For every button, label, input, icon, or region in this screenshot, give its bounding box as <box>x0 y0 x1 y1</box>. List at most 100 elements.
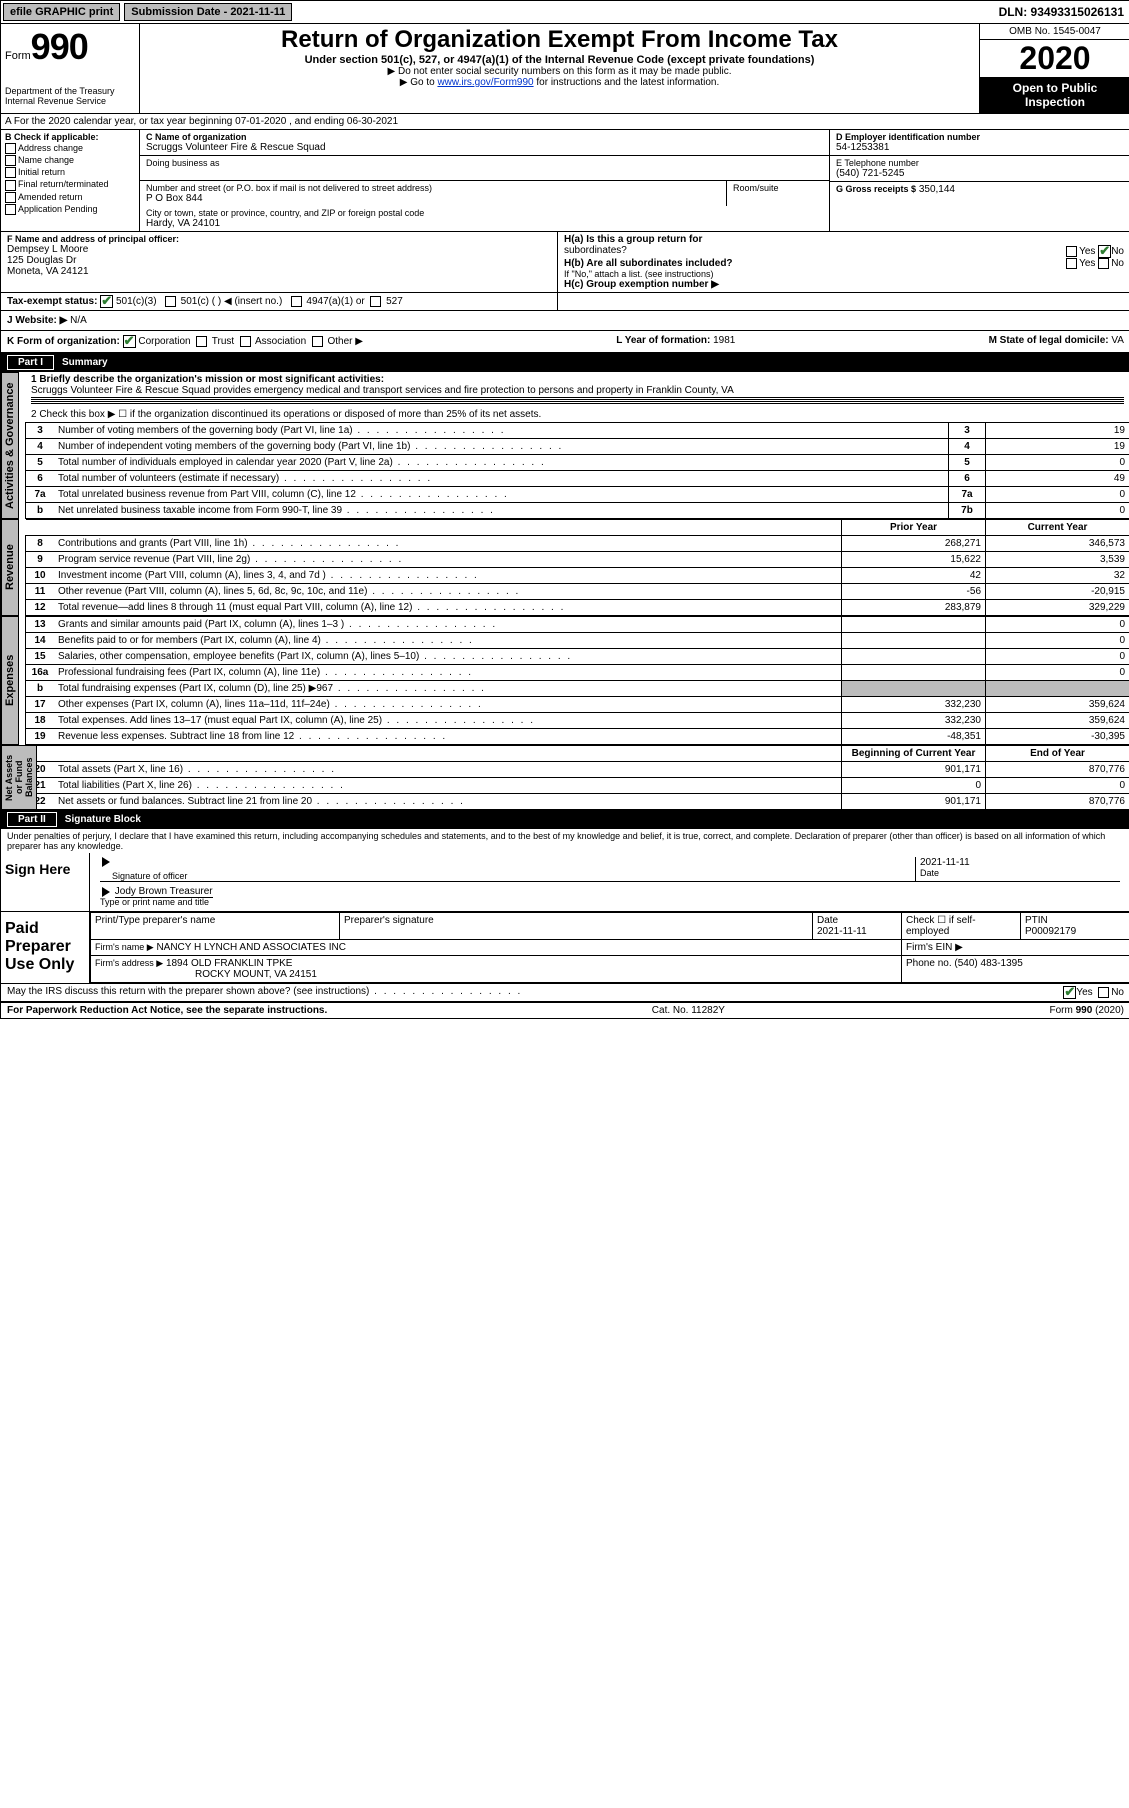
efile-print-button[interactable]: efile GRAPHIC print <box>3 3 120 21</box>
form-page: efile GRAPHIC print Submission Date - 20… <box>0 0 1129 1019</box>
org-city: Hardy, VA 24101 <box>146 218 823 229</box>
line-num: 5 <box>26 455 55 471</box>
governance-table: 3Number of voting members of the governi… <box>25 422 1129 519</box>
ha-no[interactable] <box>1098 245 1111 258</box>
chk-trust[interactable] <box>196 336 207 347</box>
open-to-public: Open to Public Inspection <box>980 77 1129 113</box>
part-1-pill: Part I <box>7 355 54 370</box>
discuss-yes[interactable] <box>1063 986 1076 999</box>
line-box: 3 <box>949 423 986 439</box>
officer-name: Dempsey L Moore <box>7 244 551 255</box>
chk-4947[interactable] <box>291 296 302 307</box>
current-year-val: 32 <box>986 568 1129 584</box>
prior-year-val: 901,171 <box>842 762 986 778</box>
cell-gray <box>842 681 986 697</box>
line-num: 11 <box>26 584 55 600</box>
discuss-no[interactable] <box>1098 987 1109 998</box>
firm-name-label: Firm's name ▶ <box>95 942 154 952</box>
firm-addr1: 1894 OLD FRANKLIN TPKE <box>166 958 293 969</box>
chk-final-return[interactable]: Final return/terminated <box>5 179 135 190</box>
m-value: VA <box>1111 335 1124 346</box>
part-1-name: Summary <box>62 357 108 368</box>
line-desc: Salaries, other compensation, employee b… <box>54 649 842 665</box>
chk-initial-return[interactable]: Initial return <box>5 167 135 178</box>
sig-date: 2021-11-11 <box>920 857 1120 868</box>
ptin-label: PTIN <box>1025 915 1048 926</box>
row-j: J Website: ▶ N/A <box>1 311 1129 331</box>
entity-block: B Check if applicable: Address change Na… <box>1 130 1129 232</box>
addr-label: Number and street (or P.O. box if mail i… <box>146 183 720 193</box>
chk-other[interactable] <box>312 336 323 347</box>
prior-year-val: 283,879 <box>842 600 986 616</box>
chk-527[interactable] <box>370 296 381 307</box>
begin-year-hdr: Beginning of Current Year <box>842 746 986 762</box>
sig-date-label: Date <box>920 868 1120 878</box>
line-val: 0 <box>986 487 1129 503</box>
prior-year-val <box>842 617 986 633</box>
net-assets-table: Beginning of Current YearEnd of Year 20T… <box>25 745 1129 810</box>
org-address: P O Box 844 <box>146 193 720 204</box>
org-name: Scruggs Volunteer Fire & Rescue Squad <box>146 142 823 153</box>
chk-501c3[interactable] <box>100 295 113 308</box>
line-desc: Benefits paid to or for members (Part IX… <box>54 633 842 649</box>
chk-address-change[interactable]: Address change <box>5 143 135 154</box>
prior-year-val: -48,351 <box>842 729 986 745</box>
form-word: Form <box>5 50 31 62</box>
h-a: H(a) Is this a group return for <box>564 234 1124 245</box>
side-expenses: Expenses <box>1 616 19 745</box>
chk-501c[interactable] <box>165 296 176 307</box>
current-year-val: 0 <box>986 633 1129 649</box>
tax-year: 2020 <box>980 40 1129 77</box>
ha-yes[interactable] <box>1066 246 1077 257</box>
prior-year-val: 42 <box>842 568 986 584</box>
chk-amended[interactable]: Amended return <box>5 192 135 203</box>
line-desc: Total liabilities (Part X, line 26) <box>54 778 842 794</box>
city-label: City or town, state or province, country… <box>146 208 823 218</box>
current-year-val: 359,624 <box>986 697 1129 713</box>
row-a-tax-year: A For the 2020 calendar year, or tax yea… <box>1 114 1129 130</box>
line-desc: Total fundraising expenses (Part IX, col… <box>54 681 842 697</box>
prior-year-val <box>842 665 986 681</box>
line-desc: Total unrelated business revenue from Pa… <box>54 487 949 503</box>
prep-selfemp: Check ☐ if self-employed <box>902 913 1021 940</box>
q1: 1 Briefly describe the organization's mi… <box>25 372 1129 407</box>
line-desc: Total number of individuals employed in … <box>54 455 949 471</box>
side-activities: Activities & Governance <box>1 372 19 519</box>
side-revenue: Revenue <box>1 519 19 616</box>
chk-assoc[interactable] <box>240 336 251 347</box>
firm-phone: (540) 483-1395 <box>954 958 1022 969</box>
hb-yes[interactable] <box>1066 258 1077 269</box>
chk-corp[interactable] <box>123 335 136 348</box>
irs-link[interactable]: www.irs.gov/Form990 <box>437 77 533 88</box>
irs-label: Internal Revenue Service <box>5 96 135 106</box>
line-desc: Revenue less expenses. Subtract line 18 … <box>54 729 842 745</box>
prior-year-val: 15,622 <box>842 552 986 568</box>
part-2-header: Part II Signature Block <box>1 810 1129 829</box>
current-year-val: 0 <box>986 617 1129 633</box>
line-num: 9 <box>26 552 55 568</box>
prior-year-val: 901,171 <box>842 794 986 810</box>
chk-pending[interactable]: Application Pending <box>5 204 135 215</box>
paid-preparer-label: Paid Preparer Use Only <box>1 912 90 983</box>
h-a2: subordinates? <box>564 245 627 258</box>
line-desc: Total number of volunteers (estimate if … <box>54 471 949 487</box>
line-num: 6 <box>26 471 55 487</box>
firm-name: NANCY H LYNCH AND ASSOCIATES INC <box>156 942 346 953</box>
side-net-assets: Net Assets or Fund Balances <box>1 745 37 810</box>
firm-ein-label: Firm's EIN ▶ <box>902 940 1129 956</box>
prior-year-val: -56 <box>842 584 986 600</box>
line-num: 13 <box>26 617 55 633</box>
line-desc: Professional fundraising fees (Part IX, … <box>54 665 842 681</box>
form-subtitle-2: ▶ Do not enter social security numbers o… <box>144 66 975 77</box>
hb-no[interactable] <box>1098 258 1109 269</box>
gross-receipts-label: G Gross receipts $ <box>836 184 916 194</box>
line-desc: Program service revenue (Part VIII, line… <box>54 552 842 568</box>
line-num: 17 <box>26 697 55 713</box>
website-value: N/A <box>70 315 87 326</box>
sign-here-label: Sign Here <box>1 853 90 911</box>
line-desc: Net unrelated business taxable income fr… <box>54 503 949 519</box>
dln-label: DLN: 93493315026131 <box>993 3 1129 21</box>
chk-name-change[interactable]: Name change <box>5 155 135 166</box>
omb-number: OMB No. 1545-0047 <box>980 24 1129 40</box>
prep-date-hdr: Date <box>817 915 838 926</box>
